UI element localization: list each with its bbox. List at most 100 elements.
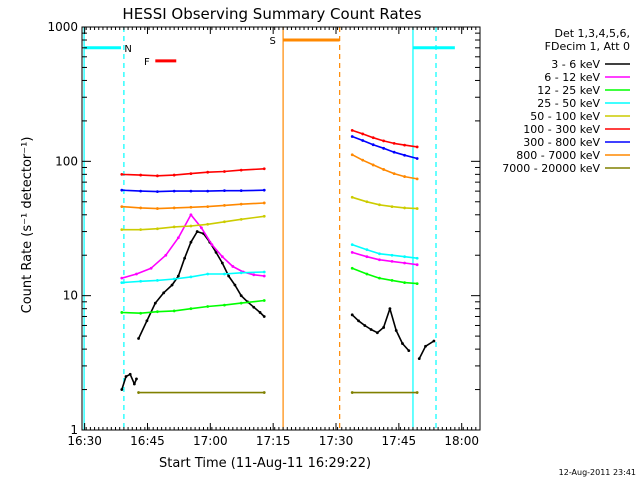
series-7-point [206,205,210,209]
series-5-point [223,170,226,173]
legend-header-line-2: FDecim 1, Att 0 [545,40,630,53]
series-0-point [183,256,187,260]
legend-entry-label: 12 - 25 keV [537,84,600,97]
series-0-point [350,313,354,317]
series-6-point [223,189,226,193]
series-7-point [361,158,365,162]
series-2-point [156,310,159,314]
flag-n-label: N [124,44,131,55]
series-5-point [350,128,354,132]
series-7-point [350,153,354,157]
series-8-point [137,391,140,394]
legend-entry-label: 300 - 800 keV [523,136,600,149]
series-4-point [403,206,406,210]
series-4-point [139,228,143,232]
legend-entry-label: 50 - 100 keV [530,110,600,123]
series-2-point [239,301,243,305]
series-6-line [121,189,265,193]
series-3-point [415,256,419,260]
series-8 [137,391,419,394]
series-5-point [172,173,176,177]
series-7-point [189,205,193,209]
series-0-point [128,372,132,376]
series-3-point [350,243,354,246]
series-5-point [206,170,210,174]
series-3-point [206,272,210,276]
series-3-point [390,253,394,257]
series-7-point [223,203,226,207]
series-6-point [120,188,124,192]
series-7-point [415,177,419,181]
series-0-point [145,319,149,323]
series-0-point [132,382,136,386]
series-2-point [378,276,381,280]
series-6-point [156,190,159,194]
series-4-point [262,214,266,218]
series-7-point [382,168,386,171]
series-1-point [365,255,369,259]
series-2-point [223,303,226,307]
legend-header-line-1: Det 1,3,4,5,6, [554,27,630,40]
series-5-point [189,172,193,176]
legend: Det 1,3,4,5,6, FDecim 1, Att 0 3 - 6 keV… [502,27,630,175]
series-6-point [172,189,176,193]
series-0 [120,230,436,391]
series-1-point [231,265,235,268]
y-axis-label: Count Rate (s⁻¹ detector⁻¹) [20,137,35,314]
series-5-point [120,172,124,176]
footer-date: 12-Aug-2011 23:41 [559,468,636,477]
series-6-point [189,189,193,193]
series-5-point [239,168,243,172]
series-7-point [172,206,176,210]
series-6 [120,135,419,194]
series-0-point [407,349,411,353]
series-2-point [350,266,354,270]
series-0-point [162,291,166,295]
series-4-point [365,200,369,204]
flag-f-label: F [144,57,150,68]
series-0-point [375,331,379,335]
series-1-point [378,258,381,262]
series-5-point [392,141,396,145]
x-tick-label: 17:45 [382,434,417,448]
series-0-point [189,240,193,244]
series-3-point [239,271,243,275]
series-6-point [139,189,143,193]
y-tick-label: 1 [70,423,78,437]
series-0-point [137,337,140,340]
series-1-point [200,226,203,230]
series-0-point [170,283,174,287]
series-0-point [195,230,199,233]
series-4-point [239,217,243,221]
series-3-point [172,277,176,281]
series-4-point [415,207,419,210]
series-7-point [403,175,406,178]
series-3-point [403,255,406,259]
series-1-point [120,276,124,280]
series-0-point [153,301,157,305]
y-tick-label: 1000 [47,20,78,34]
series-6-point [415,157,419,160]
x-tick-label: 16:45 [130,434,165,448]
series-6-point [371,143,375,147]
series-4-point [120,228,124,232]
series-0-point [214,250,218,254]
series-2-point [120,311,124,314]
series-0-point [258,311,262,314]
series-0-point [424,344,427,348]
series-6-point [239,189,243,193]
series-0-point [363,324,367,327]
series-4 [120,195,419,232]
series-7-point [156,207,159,210]
series-2-point [189,307,193,311]
x-tick-label: 16:30 [67,434,102,448]
x-tick-label: 17:15 [256,434,291,448]
series-0-point [252,305,256,309]
series-6-point [262,188,266,192]
series-6-point [361,139,365,142]
x-axis-label: Start Time (11-Aug-11 16:29:22) [159,456,371,471]
series-3-point [378,252,381,256]
series-6-point [350,135,354,138]
